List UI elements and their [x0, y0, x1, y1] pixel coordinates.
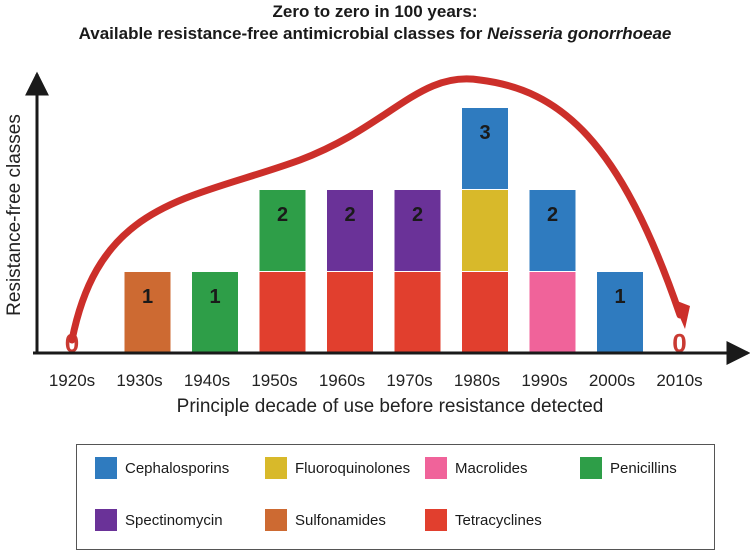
legend-swatch-sulfonamides	[265, 509, 287, 531]
x-tick-label-1940s: 1940s	[184, 371, 230, 390]
legend-item-cephalosporins: Cephalosporins	[95, 457, 229, 479]
legend-label-fluoroquinolones: Fluoroquinolones	[295, 459, 411, 477]
bar-penicillins-1940s	[192, 272, 238, 353]
x-tick-label-1960s: 1960s	[319, 371, 365, 390]
bar-cephalosporins-1980s	[462, 108, 508, 189]
bar-fluoroquinolones-1980s	[462, 190, 508, 271]
legend-label-sulfonamides: Sulfonamides	[295, 511, 386, 529]
legend-item-fluoroquinolones: Fluoroquinolones	[265, 457, 410, 479]
y-axis-label: Resistance-free classes	[4, 114, 25, 316]
x-tick-labels: 1920s 1930s 1940s 1950s 1960s 1970s 1980s 1990s…	[49, 371, 703, 390]
bar-penicillins-1950s	[259, 190, 306, 271]
bar-total-label-1960s: 2	[344, 204, 355, 226]
chart-title-prefix: Available resistance-free antimicrobial …	[78, 24, 488, 43]
legend-swatch-tetracyclines	[425, 509, 447, 531]
bar-total-label-1980s: 3	[479, 122, 490, 144]
trend-arrow-head	[672, 299, 690, 329]
bar-total-label-1990s: 2	[547, 204, 558, 226]
x-tick-label-1930s: 1930s	[116, 371, 162, 390]
legend-label-cephalosporins: Cephalosporins	[125, 459, 230, 477]
legend-label-macrolides: Macrolides	[455, 459, 528, 477]
legend-item-macrolides: Macrolides	[425, 457, 528, 479]
x-tick-label-2010s: 2010s	[656, 371, 702, 390]
bar-cephalosporins-1990s	[529, 190, 576, 271]
chart-title-line-1: Zero to zero in 100 years:	[272, 2, 478, 21]
bar-cephalosporins-2000s	[597, 272, 643, 353]
bar-total-label-1930s: 1	[142, 286, 153, 308]
bar-tetracyclines-1970s	[394, 272, 441, 353]
bar-total-label-1940s: 1	[209, 286, 220, 308]
legend-swatch-cephalosporins	[95, 457, 117, 479]
legend-swatch-spectinomycin	[95, 509, 117, 531]
bar-tetracyclines-1980s	[462, 272, 508, 353]
bar-total-label-1970s: 2	[412, 204, 423, 226]
legend-swatch-penicillins	[580, 457, 602, 479]
legend-item-spectinomycin: Spectinomycin	[95, 509, 223, 531]
bar-total-label-1950s: 2	[277, 204, 288, 226]
x-tick-label-2000s: 2000s	[589, 371, 635, 390]
bar-macrolides-1990s	[529, 272, 576, 353]
bar-total-label-2000s: 1	[614, 286, 625, 308]
x-tick-label-1970s: 1970s	[386, 371, 432, 390]
legend-label-spectinomycin: Spectinomycin	[125, 511, 223, 529]
x-tick-label-1990s: 1990s	[521, 371, 567, 390]
legend-item-penicillins: Penicillins	[580, 457, 677, 479]
legend-label-penicillins: Penicillins	[610, 459, 677, 477]
bars-group	[124, 108, 643, 353]
x-axis-label: Principle decade of use before resistanc…	[177, 396, 604, 417]
legend: Cephalosporins Fluoroquinolones Macrolides…	[76, 444, 715, 550]
legend-item-sulfonamides: Sulfonamides	[265, 509, 386, 531]
bar-tetracyclines-1950s	[259, 272, 306, 353]
bar-spectinomycin-1960s	[327, 190, 373, 271]
legend-swatch-fluoroquinolones	[265, 457, 287, 479]
legend-item-tetracyclines: Tetracyclines	[425, 509, 542, 531]
chart-title-organism: Neisseria gonorrhoeae	[487, 24, 672, 43]
bar-total-label-2010s: 0	[672, 328, 686, 358]
bar-tetracyclines-1960s	[327, 272, 373, 353]
chart-title-line-2: Available resistance-free antimicrobial …	[0, 24, 750, 44]
x-tick-label-1980s: 1980s	[454, 371, 500, 390]
legend-label-tetracyclines: Tetracyclines	[455, 511, 542, 529]
legend-swatch-macrolides	[425, 457, 447, 479]
x-tick-label-1920s: 1920s	[49, 371, 95, 390]
x-tick-label-1950s: 1950s	[251, 371, 297, 390]
trend-arrow-curve	[68, 75, 684, 344]
bar-sulfonamides-1930s	[124, 272, 171, 353]
bar-spectinomycin-1970s	[394, 190, 441, 271]
